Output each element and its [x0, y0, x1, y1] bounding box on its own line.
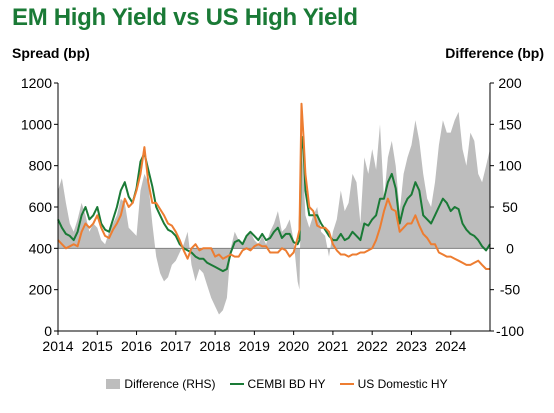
x-tick-label: 2015 [82, 338, 113, 354]
y-left-tick-label: 1200 [21, 75, 52, 91]
series-line-cembi-bd-hy [57, 135, 491, 273]
x-tick-label: 2014 [42, 338, 73, 354]
x-tick-label: 2020 [278, 338, 309, 354]
legend-item-us-hy: US Domestic HY [339, 377, 448, 391]
y-left-tick-label: 800 [29, 158, 53, 174]
series-line-us-domestic-hy [57, 102, 490, 270]
y-axis-right-title: Difference (bp) [445, 45, 544, 61]
y-axis-left-title: Spread (bp) [12, 45, 90, 61]
legend: Difference (RHS) CEMBI BD HY US Domestic… [0, 377, 554, 391]
x-tick-label: 2023 [396, 338, 427, 354]
y-right-tick-label: -50 [500, 282, 520, 298]
x-tick-label: 2018 [200, 338, 231, 354]
y-right-tick-label: 50 [502, 199, 518, 215]
difference-area-layer [58, 111, 490, 315]
legend-swatch-us-hy [339, 383, 354, 385]
legend-swatch-difference [106, 379, 121, 389]
legend-label-us-hy: US Domestic HY [357, 377, 448, 391]
x-tick-label: 2017 [160, 338, 191, 354]
y-left-tick-label: 400 [29, 240, 53, 256]
legend-label-difference: Difference (RHS) [124, 377, 216, 391]
x-tick-label: 2024 [435, 338, 466, 354]
y-right-tick-label: 0 [506, 240, 514, 256]
legend-label-cembi: CEMBI BD HY [247, 377, 326, 391]
series-area-difference-rhs [58, 111, 490, 315]
y-left-tick-label: 0 [44, 323, 52, 339]
x-tick-label: 2016 [121, 338, 152, 354]
x-tick-label: 2021 [317, 338, 348, 354]
x-tick-label: 2019 [239, 338, 270, 354]
y-right-tick-label: 150 [498, 116, 522, 132]
series-line-layer [57, 102, 491, 273]
y-left-tick-label: 600 [29, 199, 53, 215]
legend-swatch-cembi [229, 383, 244, 385]
y-right-tick-label: 100 [498, 158, 522, 174]
legend-item-cembi: CEMBI BD HY [229, 377, 326, 391]
y-left-tick-label: 200 [29, 282, 53, 298]
y-right-tick-label: -100 [496, 323, 524, 339]
chart-title: EM High Yield vs US High Yield [12, 4, 358, 31]
axis-layer: 0 200 400 600 800 1000 1200 -100 -50 0 50 100 150 200… [21, 75, 524, 354]
y-left-tick-label: 1000 [21, 116, 52, 132]
x-tick-label: 2022 [357, 338, 388, 354]
y-right-tick-label: 200 [498, 75, 522, 91]
legend-item-difference: Difference (RHS) [106, 377, 216, 391]
